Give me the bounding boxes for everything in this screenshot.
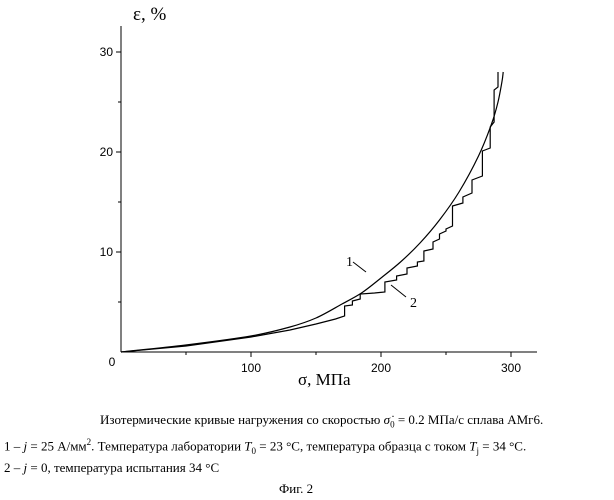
y-tick-label: 10: [100, 245, 114, 259]
caption-text: 2 –: [4, 460, 24, 475]
callout-line-1: [353, 262, 366, 272]
series-label-2: 2: [410, 296, 417, 311]
caption-line-3: 2 – j = 0, температура испытания 34 °С: [4, 460, 219, 476]
series-line-2: [121, 72, 498, 352]
caption-line-2: 1 – j = 25 А/мм2. Температура лаборатори…: [4, 437, 526, 456]
x-tick-label-origin: 0: [109, 355, 116, 369]
caption-text: = 25 А/мм: [27, 438, 87, 453]
figure-label: Фиг. 2: [279, 481, 313, 497]
series-label-1: 1: [346, 255, 353, 270]
series-layer: [121, 72, 503, 352]
caption-text: = 34 °С.: [479, 438, 526, 453]
y-axis-label: ε, %: [133, 4, 166, 25]
series-line-1: [121, 72, 503, 352]
caption-text: = 0.2 МПа/с сплава АМг6.: [395, 412, 544, 427]
caption-text: 1 –: [4, 438, 24, 453]
x-tick-label: 100: [241, 361, 261, 375]
series-callouts: 1 2: [346, 255, 417, 311]
y-tick-label: 30: [100, 45, 114, 59]
x-tick-label: 300: [501, 361, 521, 375]
axes: [121, 26, 537, 352]
x-tick-label: 200: [371, 361, 391, 375]
y-tick-label: 20: [100, 145, 114, 159]
caption-line-1: Изотермические кривые нагружения со скор…: [100, 412, 543, 430]
caption-text: = 23 °С, температура образца с током: [256, 438, 469, 453]
chart: 0 100 200 300 10 20 30 ε, % σ, МПа 1 2: [0, 0, 614, 392]
x-axis-label: σ, МПа: [298, 370, 351, 389]
callout-line-2: [391, 285, 406, 297]
caption-text: Изотермические кривые нагружения со скор…: [100, 412, 384, 427]
sample-temp-symbol: T: [469, 438, 476, 453]
lab-temp-symbol: T: [244, 438, 251, 453]
caption-text: . Температура лаборатории: [91, 438, 244, 453]
caption-text: = 0, температура испытания 34 °С: [27, 460, 219, 475]
